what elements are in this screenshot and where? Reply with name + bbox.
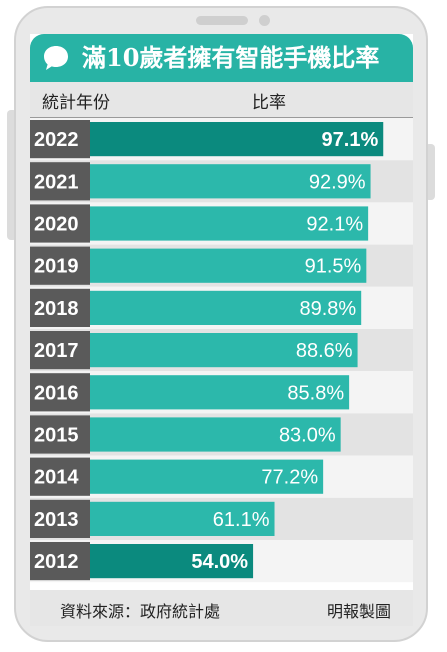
bar [90, 290, 362, 325]
phone-side-button-left [7, 110, 17, 240]
year-cell [30, 373, 90, 412]
year-label: 2016 [34, 382, 79, 404]
year-cell [30, 288, 90, 327]
bar [90, 501, 275, 536]
source-note: 資料來源：政府統計處 [60, 604, 221, 621]
speech-bubble-icon [44, 46, 68, 70]
phone-side-button-right [425, 144, 435, 200]
footer: 資料來源：政府統計處 明報製圖 [30, 590, 413, 626]
bar [90, 122, 384, 157]
ratio-column-header: 比率 [252, 93, 286, 112]
bar [90, 459, 324, 494]
value-label: 88.6% [296, 340, 353, 362]
year-cell [30, 120, 90, 159]
year-label: 2014 [34, 467, 79, 489]
year-label: 2015 [34, 425, 79, 447]
value-label: 83.0% [279, 425, 336, 447]
year-label: 2019 [34, 256, 79, 278]
phone-camera [259, 15, 270, 26]
bar [90, 544, 254, 579]
year-column-header: 統計年份 [42, 93, 110, 112]
year-cell [30, 542, 90, 581]
year-label: 2021 [34, 171, 79, 193]
value-label: 97.1% [322, 129, 379, 151]
bar [90, 248, 367, 283]
year-label: 2020 [34, 214, 79, 236]
year-label: 2017 [34, 340, 79, 362]
value-label: 92.9% [309, 171, 366, 193]
year-cell [30, 331, 90, 370]
year-cell [30, 499, 90, 538]
value-label: 54.0% [191, 551, 248, 573]
bar-chart: 2022 97.1% 2021 92.9% 2020 92.1% 2019 91.5% 2018… [30, 118, 413, 583]
title-bar: 滿10歲者擁有智能手機比率 [30, 34, 413, 82]
year-cell [30, 415, 90, 454]
value-label: 77.2% [261, 467, 318, 489]
value-label: 92.1% [306, 214, 363, 236]
year-cell [30, 246, 90, 285]
bar [90, 206, 369, 241]
value-label: 85.8% [287, 382, 344, 404]
year-cell [30, 204, 90, 243]
bar [90, 417, 341, 452]
year-cell [30, 457, 90, 496]
year-cell [30, 162, 90, 201]
chart-title: 滿10歲者擁有智能手機比率 [82, 43, 380, 72]
value-label: 91.5% [305, 256, 362, 278]
bar [90, 164, 371, 199]
year-label: 2022 [34, 129, 79, 151]
bar [90, 375, 350, 410]
value-label: 89.8% [299, 298, 356, 320]
phone-screen: 滿10歲者擁有智能手機比率 統計年份 比率 2022 97.1% 2021 92.9%… [30, 34, 413, 626]
credit-note: 明報製圖 [326, 604, 391, 621]
value-label: 61.1% [213, 509, 270, 531]
year-label: 2013 [34, 509, 79, 531]
year-label: 2012 [34, 551, 79, 573]
table-header: 統計年份 比率 [30, 82, 413, 118]
phone-speaker [196, 16, 248, 25]
year-label: 2018 [34, 298, 79, 320]
bar [90, 333, 358, 368]
